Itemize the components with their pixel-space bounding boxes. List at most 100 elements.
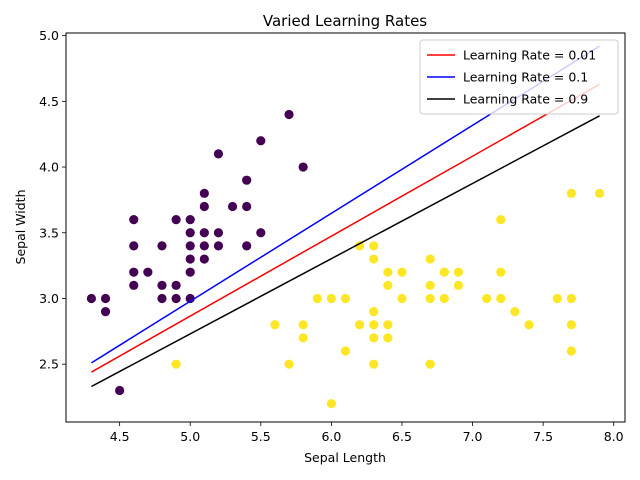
y-tick-label: 4.5 <box>39 94 59 109</box>
scatter-point <box>496 215 506 225</box>
scatter-point <box>185 254 195 264</box>
scatter-point <box>369 254 379 264</box>
scatter-point <box>143 267 153 277</box>
scatter-point <box>100 293 111 304</box>
scatter-point <box>298 162 308 172</box>
scatter-point <box>369 359 379 369</box>
scatter-point <box>566 320 576 330</box>
legend: Learning Rate = 0.01 Learning Rate = 0.1 L… <box>419 39 619 115</box>
scatter-point <box>425 254 435 264</box>
scatter-point <box>383 320 393 330</box>
scatter-point <box>355 320 365 330</box>
scatter-point <box>129 280 139 290</box>
scatter-point <box>453 280 464 290</box>
line-series-3 <box>91 115 600 388</box>
scatter-point <box>185 241 195 251</box>
scatter-point <box>157 241 167 251</box>
y-tick-label: 4.0 <box>39 160 59 175</box>
scatter-point <box>213 228 224 238</box>
x-tick-label: 4.5 <box>110 429 130 444</box>
y-axis-ticks: 2.5 3.0 3.5 4.0 4.5 5.0 <box>39 28 66 372</box>
scatter-point <box>185 267 195 277</box>
x-axis-ticks: 4.5 5.0 5.5 6.0 6.5 7.0 7.5 8.0 <box>110 422 624 444</box>
scatter-point <box>185 215 195 225</box>
scatter-point <box>566 293 576 304</box>
scatter-point <box>496 267 506 277</box>
scatter-point <box>227 201 238 212</box>
axes-frame <box>65 32 626 423</box>
scatter-point <box>213 241 224 251</box>
scatter-point <box>369 307 379 317</box>
scatter-point <box>594 188 605 198</box>
scatter-point <box>199 228 209 238</box>
x-tick-label: 6.0 <box>321 429 341 444</box>
scatter-point <box>171 293 181 304</box>
scatter-point <box>383 333 393 343</box>
y-tick-label: 3.0 <box>39 291 59 306</box>
plot-area <box>86 109 605 409</box>
scatter-point <box>129 241 139 251</box>
y-tick-label: 2.5 <box>39 357 59 372</box>
scatter-point <box>340 346 351 356</box>
scatter-point <box>439 267 449 277</box>
scatter-point <box>369 333 379 343</box>
scatter-point <box>566 346 576 356</box>
scatter-point <box>270 320 280 330</box>
legend-label: Learning Rate = 0.1 <box>463 70 588 85</box>
scatter-series-dark <box>86 109 308 396</box>
scatter-point <box>256 136 266 146</box>
line-series-1 <box>91 83 600 373</box>
x-tick-label: 5.5 <box>251 429 271 444</box>
scatter-point <box>369 241 379 251</box>
legend-label: Learning Rate = 0.9 <box>463 92 588 107</box>
scatter-point <box>157 293 167 304</box>
scatter-point <box>199 188 209 198</box>
scatter-point <box>425 359 435 369</box>
scatter-point <box>171 280 181 290</box>
scatter-point <box>369 320 379 330</box>
scatter-point <box>326 399 336 409</box>
scatter-point <box>242 241 252 251</box>
x-tick-label: 7.5 <box>533 429 553 444</box>
chart-title: Varied Learning Rates <box>263 12 427 30</box>
y-tick-label: 3.5 <box>39 225 59 240</box>
scatter-point <box>256 228 266 238</box>
scatter-point <box>298 320 308 330</box>
scatter-point <box>383 267 393 277</box>
legend-label: Learning Rate = 0.01 <box>463 48 596 63</box>
scatter-point <box>185 228 195 238</box>
scatter-point <box>199 201 209 212</box>
scatter-point <box>397 267 407 277</box>
scatter-point <box>298 333 308 343</box>
scatter-point <box>439 293 449 304</box>
y-axis-label: Sepal Width <box>13 190 28 265</box>
scatter-series-light <box>171 188 605 409</box>
scatter-point <box>115 385 125 396</box>
scatter-point <box>453 267 464 277</box>
scatter-point <box>397 293 407 304</box>
scatter-point <box>566 188 576 198</box>
scatter-point <box>496 293 506 304</box>
scatter-point <box>185 293 195 304</box>
scatter-point <box>482 293 492 304</box>
scatter-point <box>171 359 181 369</box>
scatter-point <box>199 254 209 264</box>
scatter-point <box>100 307 111 317</box>
scatter-point <box>552 293 562 304</box>
scatter-point <box>213 149 224 159</box>
y-tick-label: 5.0 <box>39 28 59 43</box>
scatter-point <box>425 280 435 290</box>
scatter-point <box>86 293 97 304</box>
scatter-point <box>510 307 520 317</box>
scatter-point <box>284 359 294 369</box>
scatter-point <box>157 280 167 290</box>
x-tick-label: 5.0 <box>180 429 200 444</box>
scatter-point <box>524 320 534 330</box>
scatter-point <box>312 293 322 304</box>
scatter-point <box>326 293 336 304</box>
scatter-point <box>383 280 393 290</box>
scatter-point <box>199 241 209 251</box>
scatter-point <box>284 109 294 120</box>
scatter-point <box>425 293 435 304</box>
